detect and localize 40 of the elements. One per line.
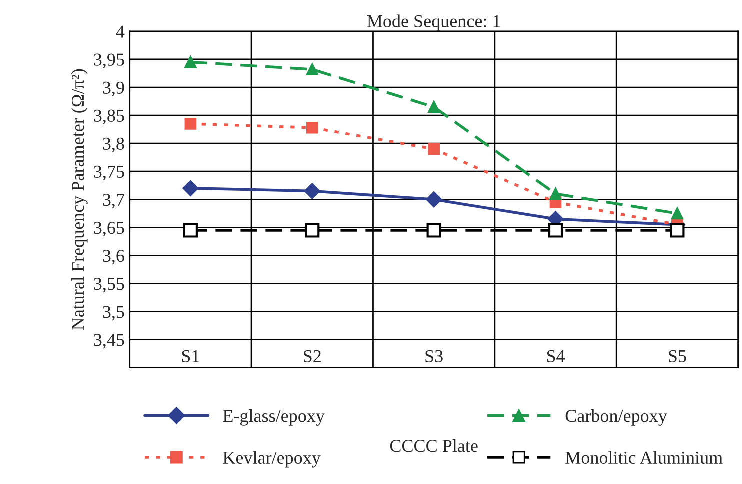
y-tick-label: 3,65 bbox=[94, 222, 124, 237]
x-axis-title: CCCC Plate bbox=[390, 440, 478, 452]
point bbox=[305, 223, 320, 238]
x-tick-label: S3 bbox=[426, 350, 443, 362]
point bbox=[306, 64, 318, 76]
y-tick-label: 3,95 bbox=[94, 54, 124, 69]
chart-title: Mode Sequence: 1 bbox=[367, 14, 500, 32]
y-tick-label: 3,75 bbox=[94, 166, 124, 181]
point bbox=[182, 180, 199, 196]
legend-label: E-glass/epoxy bbox=[223, 410, 325, 426]
point bbox=[670, 223, 685, 238]
point bbox=[550, 188, 562, 200]
point bbox=[428, 143, 440, 156]
x-tick-label: S2 bbox=[304, 350, 321, 362]
point bbox=[426, 223, 442, 238]
x-tick-label: S1 bbox=[182, 350, 200, 362]
y-axis-title: Natural Frequency Parameter (Ω/π²) bbox=[71, 69, 88, 330]
x-tick-label: S5 bbox=[669, 350, 686, 362]
x-tick-label: S4 bbox=[547, 350, 566, 362]
point bbox=[426, 192, 442, 208]
y-tick-label: 3,85 bbox=[94, 110, 124, 125]
point bbox=[306, 122, 318, 134]
y-tick-label: 3,7 bbox=[103, 194, 124, 209]
y-tick-label: 3,45 bbox=[94, 334, 124, 349]
point bbox=[183, 223, 198, 238]
y-tick-label: 3,9 bbox=[103, 82, 124, 97]
point bbox=[548, 223, 564, 238]
point bbox=[672, 208, 684, 220]
point bbox=[304, 183, 320, 200]
legend-label: Carbon/epoxy bbox=[566, 410, 668, 426]
legend-label: Monolitic Aluminium bbox=[566, 451, 723, 464]
y-tick-label: 3,5 bbox=[103, 306, 124, 321]
y-tick-label: 3,6 bbox=[103, 250, 124, 265]
point bbox=[428, 101, 440, 114]
y-tick-label: 4 bbox=[116, 26, 125, 38]
point bbox=[184, 118, 197, 130]
y-tick-label: 3,8 bbox=[103, 138, 124, 153]
y-tick-label: 3,55 bbox=[94, 278, 124, 293]
legend-label: Kevlar/epoxy bbox=[223, 451, 321, 468]
point bbox=[184, 56, 197, 68]
